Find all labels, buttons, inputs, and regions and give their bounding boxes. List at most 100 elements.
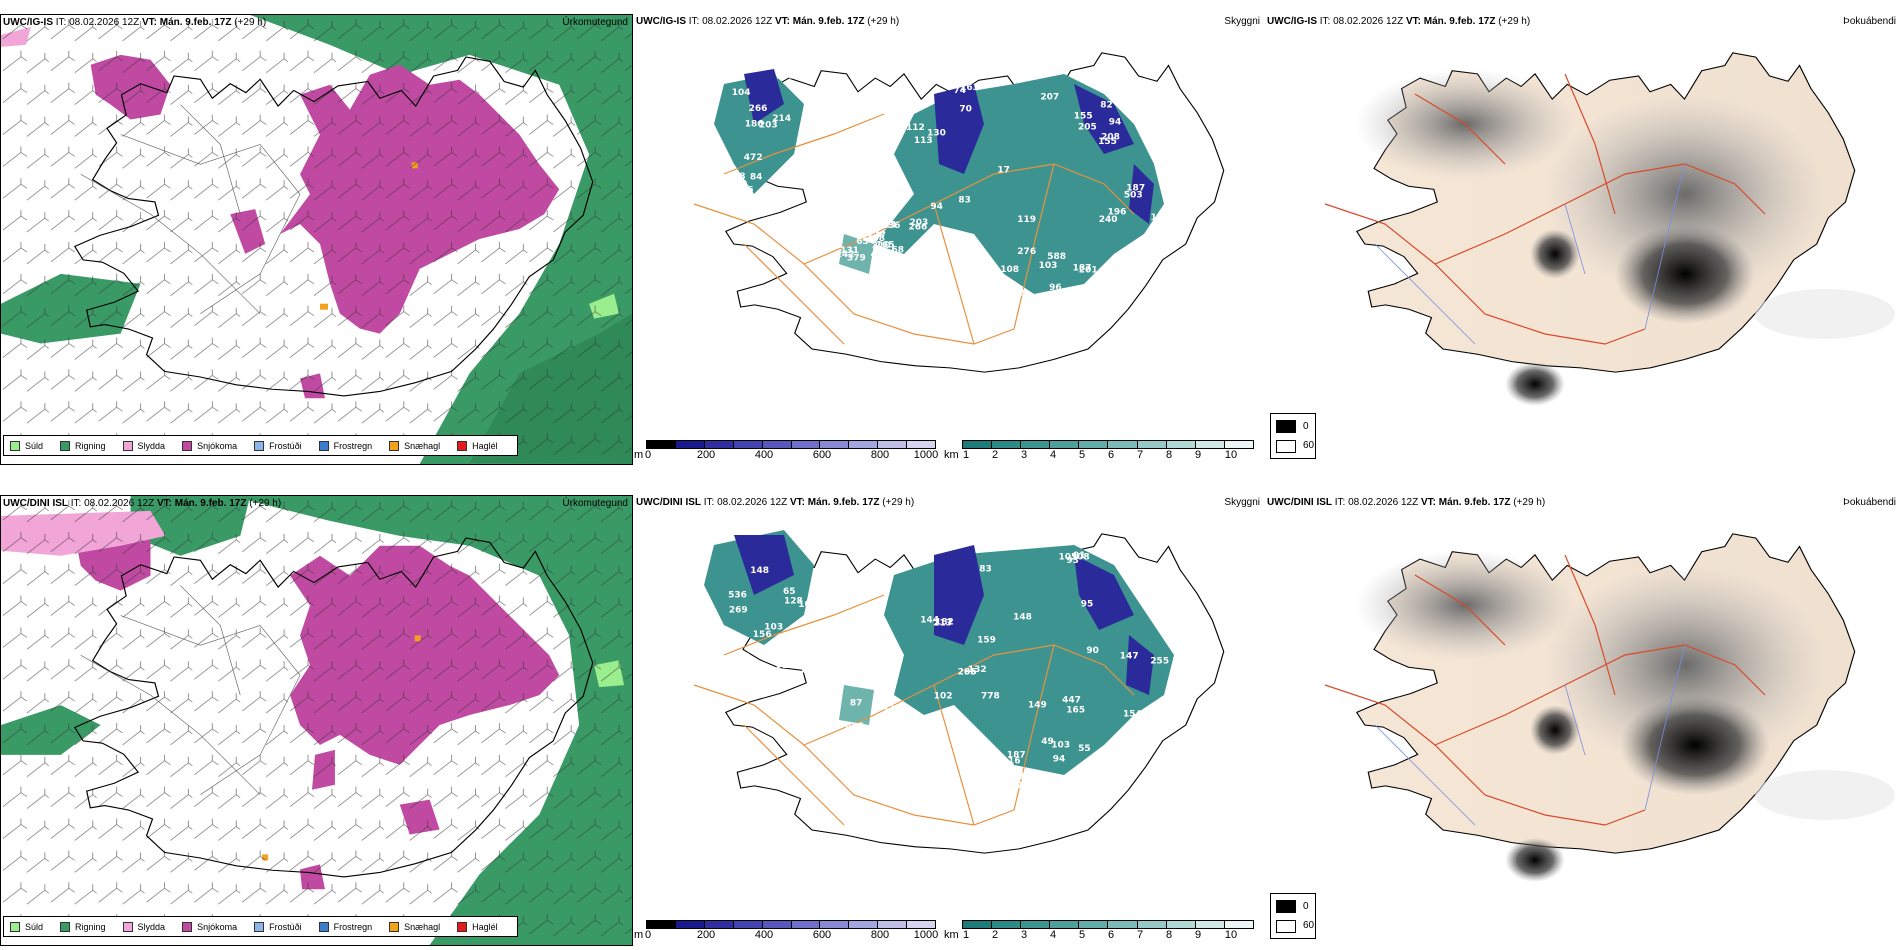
cloud-base-label: 142	[836, 250, 855, 260]
cloud-base-label: 221	[1161, 610, 1180, 620]
high-cloud-area	[1126, 635, 1154, 695]
cloud-base-label: 339	[978, 304, 997, 314]
init-time: IT: 08.02.2026 12Z	[70, 498, 155, 509]
cloud-base-label: 432	[1004, 781, 1023, 791]
cloud-base-label: 287	[800, 93, 819, 103]
swatch	[60, 921, 71, 932]
cloud-base-label: 187	[1073, 264, 1092, 274]
cloud-base-label: 119	[1017, 215, 1036, 225]
colorbar-tick: 9	[1194, 449, 1202, 461]
colorbar-tick: 4	[1049, 449, 1057, 461]
cloud-base-label: 503	[1124, 191, 1143, 201]
valid-time: VT: Mán. 9.feb. 17Z	[774, 16, 865, 27]
cloud-base-label: 588	[1047, 252, 1066, 262]
cloud-base-label: 379	[847, 253, 866, 263]
cloud-base-label: 210	[872, 241, 891, 251]
cloud-base-label: 269	[729, 606, 748, 616]
init-time: IT: 08.02.2026 12Z	[703, 497, 788, 508]
cloudbase-colorbar-bottom: m 0 200 400 600 800 1000	[634, 920, 939, 941]
colorbar-tick: 600	[812, 449, 832, 461]
cloud-base-label: 104	[732, 88, 751, 98]
high-cloud-area	[934, 545, 984, 645]
lead-time: (+29 h)	[234, 17, 267, 28]
cloud-base-label: 255	[876, 735, 895, 745]
swatch	[10, 440, 20, 451]
legend-label: Frostregn	[333, 921, 373, 932]
legend-label: Súld	[25, 440, 44, 451]
cloud-base-label: 80	[735, 179, 748, 189]
cloud-base-label: 84	[1154, 92, 1167, 102]
valid-time: VT: Mán. 9.feb. 17Z	[1405, 16, 1496, 27]
cloud-base-label: 240	[1099, 215, 1118, 225]
colorbar-tick: 8	[1165, 449, 1173, 461]
cloud-base-label: 213	[986, 294, 1005, 304]
swatch	[182, 440, 193, 451]
cloud-base-label: 94	[930, 202, 943, 212]
colorbar-tick: 200	[696, 449, 716, 461]
cloud-base-label: 205	[1078, 123, 1097, 133]
cloud-base-label: 155	[1098, 137, 1117, 147]
legend-label: Snjókoma	[197, 921, 238, 932]
legend-label: Snæhagl	[404, 921, 441, 932]
cloud-base-label: 276	[1017, 247, 1036, 257]
visibility-colorbar-bottom: km 1 2 3 4 5 6 7 8 9 10	[944, 920, 1264, 941]
lead-time: (+29 h)	[1513, 497, 1546, 508]
cloud-base-label: 171	[887, 728, 906, 738]
colorbar-tick: 800	[870, 929, 890, 941]
panel-title: Úrkomutegund	[562, 17, 628, 28]
cloud-base-label: 91	[1073, 551, 1086, 561]
high-cloud-area	[1129, 164, 1154, 224]
panel-header: UWC/DINI ISL IT: 08.02.2026 12Z VT: Mán.…	[636, 497, 914, 508]
colorbar-tick: 7	[1136, 929, 1144, 941]
cloud-base-label: 49	[1041, 737, 1054, 747]
panel-title: Skyggni	[1224, 497, 1260, 508]
colorbar-tick: 3	[1020, 449, 1028, 461]
cloud-base-label: 187	[1007, 751, 1026, 761]
legend-label: Frostregn	[333, 440, 373, 451]
colorbar-tick: 10	[1224, 929, 1238, 941]
colorbar-unit: m	[634, 449, 644, 461]
colorbar-tick: 6	[1107, 929, 1115, 941]
valid-time: VT: Mán. 9.feb. 17Z	[1420, 497, 1511, 508]
precip-map-bottom	[1, 496, 632, 945]
cloud-map-bottom: 103 213 108 116 127 148 96 90 98 94 108 83 105 143 216…	[693, 530, 1225, 854]
cloud-base-label: 158	[866, 234, 885, 244]
cloud-base-label: 112	[800, 666, 819, 676]
model-name: UWC/DINI ISL	[1267, 497, 1332, 508]
high-cloud-area	[934, 84, 984, 174]
legend-item: Frostregn	[318, 921, 373, 932]
cloud-base-label: 147	[1120, 651, 1139, 661]
legend-item: Snæhagl	[389, 440, 440, 451]
cloud-base-label: 65	[856, 237, 869, 247]
colorbar-unit: m	[634, 929, 644, 941]
colorbar-tick: 400	[754, 449, 774, 461]
colorbar-tick: 200	[696, 929, 716, 941]
low-cloud-area	[839, 234, 874, 274]
model-name: UWC/IG-IS	[3, 17, 53, 28]
fog-panel-top: UWC/IG-IS IT: 08.02.2026 12Z VT: Mán. 9.…	[1265, 14, 1900, 465]
cloud-base-label: 130	[927, 129, 946, 139]
colorbar-tick: 9	[1194, 929, 1202, 941]
cloud-base-label: 171	[776, 71, 795, 81]
cloud-base-label: 148	[1019, 772, 1038, 782]
cloud-base-label: 208	[1101, 133, 1120, 143]
cloud-base-label: 472	[744, 153, 763, 163]
cloud-base-labels: 175 113 84 65 103 80 70 94 131 108 138 94 82 177 96 104…	[727, 71, 1177, 315]
cloud-base-label: 778	[981, 692, 1000, 702]
cloud-base-labels: 103 213 108 116 127 148 96 90 98 94 108 83 105 143 216…	[728, 551, 1179, 797]
cloud-base-label: 138	[727, 172, 746, 182]
high-cloud-area	[1074, 84, 1134, 154]
swatch	[457, 921, 468, 932]
cloud-base-label: 103	[764, 623, 783, 633]
cloud-panel-bottom: 103 213 108 116 127 148 96 90 98 94 108 83 105 143 216…	[634, 495, 1264, 946]
cloud-base-label: 70	[959, 104, 972, 114]
legend-item: Rigning	[60, 440, 106, 451]
lead-time: (+29 h)	[867, 16, 900, 27]
fog-panel-bottom: UWC/DINI ISL IT: 08.02.2026 12Z VT: Mán.…	[1265, 495, 1900, 946]
legend-item: Haglél	[457, 440, 498, 451]
cloud-base-label: 436	[882, 221, 901, 231]
high-cloud-area	[734, 535, 794, 595]
cloud-base-label: 112	[906, 123, 925, 133]
cloud-base-label: 177	[867, 231, 886, 241]
cloud-base-label: 143	[881, 737, 900, 747]
